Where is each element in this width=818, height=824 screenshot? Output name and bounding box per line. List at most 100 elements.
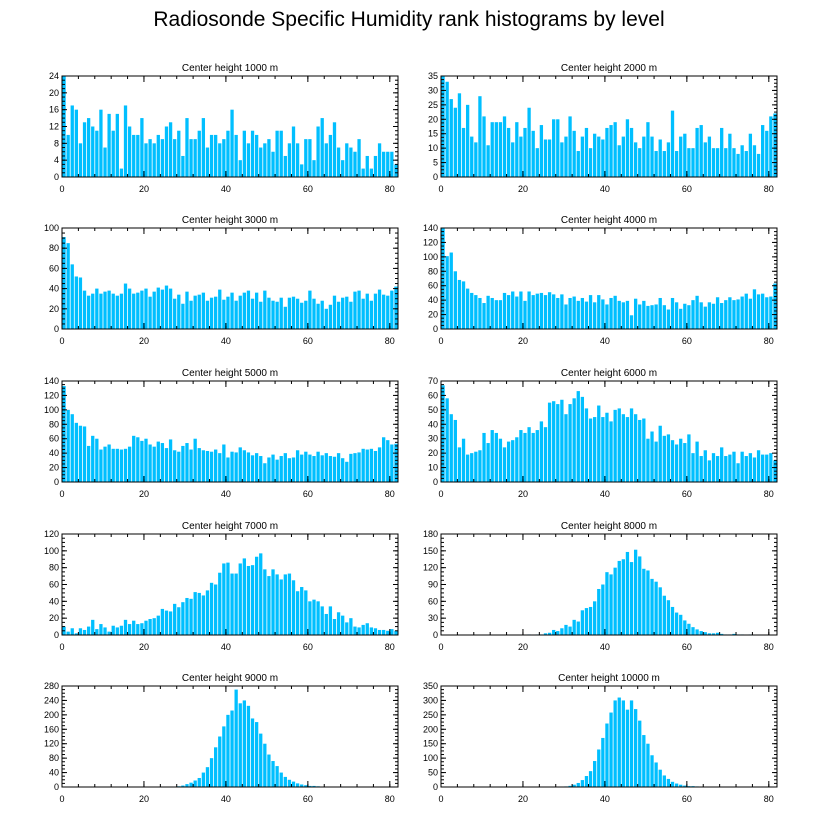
histogram-bar — [316, 601, 320, 635]
y-tick-label: 60 — [428, 281, 438, 291]
histogram-bar — [670, 110, 675, 177]
histogram-bar — [654, 581, 658, 635]
histogram-bar — [123, 448, 128, 482]
histogram-bar — [209, 451, 214, 482]
histogram-bar — [349, 618, 353, 635]
histogram-bar — [234, 573, 238, 635]
y-tick-label: 0 — [433, 324, 438, 334]
histogram-bar — [226, 714, 230, 787]
histogram-bar — [720, 633, 724, 635]
histogram-bar — [523, 432, 527, 482]
histogram-bar — [617, 560, 621, 635]
histogram-bar — [736, 153, 740, 177]
histogram-bar — [218, 736, 222, 787]
histogram-bar — [633, 414, 638, 482]
histogram-bar — [523, 300, 527, 329]
histogram-bar — [312, 298, 316, 329]
y-tick-label: 20 — [428, 448, 438, 458]
histogram-bar — [238, 447, 242, 482]
histogram-bar — [332, 619, 337, 635]
histogram-bar — [769, 453, 773, 482]
histogram-bar — [275, 574, 279, 635]
histogram-bar — [209, 582, 214, 635]
histogram-bar — [527, 427, 531, 482]
histogram-bar — [287, 143, 292, 177]
histogram-bar — [539, 292, 544, 329]
y-tick-label: 40 — [49, 284, 59, 294]
histogram-bar — [254, 722, 259, 787]
histogram-bar — [95, 288, 99, 329]
histogram-bar — [173, 139, 177, 178]
histogram-bar — [519, 430, 523, 482]
x-tick-label: 80 — [385, 184, 395, 194]
histogram-bar — [748, 133, 753, 177]
histogram-bar — [328, 304, 333, 329]
histogram-bar — [584, 301, 589, 329]
histogram-bar — [646, 743, 650, 787]
histogram-bar — [633, 142, 638, 177]
y-tick-label: 15 — [428, 129, 438, 139]
histogram-bar — [189, 300, 193, 329]
x-tick-label: 40 — [600, 489, 610, 499]
histogram-bar — [324, 613, 328, 635]
histogram-panel-2: Center height 2000 m 0 5 10 15 20 25 30 35 0 20 40 6… — [428, 63, 778, 194]
histogram-bar — [740, 296, 744, 329]
histogram-bar — [756, 153, 761, 177]
histogram-bar — [674, 444, 679, 482]
histogram-bar — [609, 574, 613, 635]
histogram-bar — [361, 448, 365, 482]
histogram-bar — [156, 441, 160, 482]
histogram-bar — [535, 430, 539, 482]
histogram-bar — [609, 421, 613, 482]
histogram-bar — [308, 139, 312, 178]
y-tick-label: 50 — [428, 405, 438, 415]
histogram-bar — [629, 562, 634, 635]
histogram-bar — [62, 386, 66, 482]
histogram-bar — [193, 295, 197, 329]
x-tick-label: 20 — [139, 642, 149, 652]
histogram-bar — [99, 449, 103, 482]
histogram-panel-5: Center height 5000 m 0 20 40 60 80 100 120 140 0 2… — [44, 368, 399, 499]
y-tick-label: 24 — [49, 71, 59, 81]
histogram-bar — [449, 414, 453, 482]
histogram-bar — [593, 302, 597, 329]
x-tick-label: 20 — [518, 642, 528, 652]
histogram-bar — [369, 448, 374, 482]
histogram-bar — [683, 303, 687, 329]
histogram-bar — [66, 631, 70, 635]
histogram-bar — [263, 463, 267, 482]
histogram-bar — [168, 122, 173, 177]
histogram-bar — [531, 130, 535, 177]
histogram-bar — [267, 297, 271, 329]
y-tick-label: 240 — [44, 695, 59, 705]
histogram-bar — [218, 453, 222, 482]
histogram-bar — [160, 139, 165, 178]
histogram-bar — [70, 264, 74, 329]
y-tick-label: 40 — [49, 448, 59, 458]
histogram-bar — [197, 130, 201, 177]
histogram-bar — [148, 296, 152, 329]
histogram-bar — [111, 130, 115, 177]
figure-title: Radiosonde Specific Humidity rank histog… — [153, 8, 665, 31]
histogram-bar — [177, 130, 181, 177]
histogram-bar — [127, 624, 132, 635]
histogram-bar — [328, 456, 333, 482]
histogram-bar — [287, 458, 292, 482]
histogram-bar — [357, 290, 361, 329]
histogram-bar — [695, 295, 699, 329]
histogram-bar — [679, 308, 683, 329]
histogram-bar — [515, 122, 519, 177]
histogram-bar — [654, 762, 658, 787]
histogram-bar — [617, 300, 621, 329]
histogram-bar — [494, 300, 498, 329]
histogram-bar — [588, 148, 593, 177]
histogram-bar — [361, 168, 365, 177]
histogram-bar — [82, 629, 87, 635]
histogram-bar — [103, 291, 107, 329]
histogram-bar — [181, 303, 185, 329]
histogram-bar — [156, 615, 160, 635]
y-tick-label: 150 — [423, 739, 438, 749]
histogram-bar — [181, 602, 185, 635]
x-tick-label: 20 — [518, 794, 528, 804]
histogram-bar — [752, 145, 757, 177]
